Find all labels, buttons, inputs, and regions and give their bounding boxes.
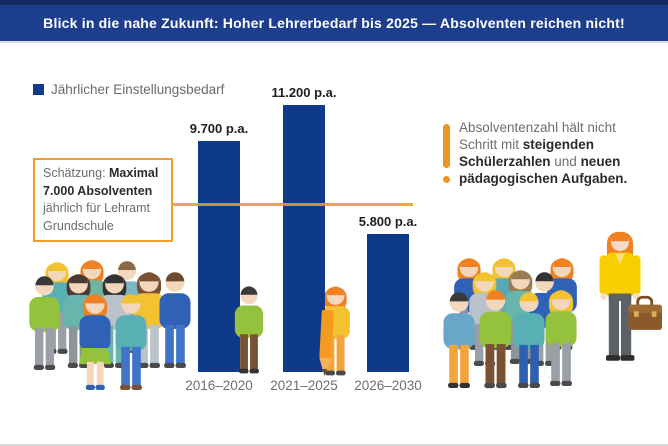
header-title: Blick in die nahe Zukunft: Hoher Lehrerb… bbox=[43, 15, 625, 31]
reference-line bbox=[170, 203, 413, 206]
estimate-box: Schätzung: Maximal 7.000 Absolventen jährl… bbox=[33, 158, 173, 242]
bar-2016–2020 bbox=[198, 141, 240, 372]
person-illustration bbox=[545, 290, 577, 387]
header-underline bbox=[0, 41, 668, 43]
person-illustration bbox=[29, 276, 60, 370]
person-illustration bbox=[443, 292, 475, 389]
bar-category-label: 2021–2025 bbox=[270, 378, 338, 393]
bar-category-label: 2016–2020 bbox=[185, 378, 253, 393]
person-illustration bbox=[78, 294, 112, 391]
legend: Jährlicher Einstellungsbedarf bbox=[33, 82, 224, 97]
bar-value-label: 5.800 p.a. bbox=[358, 214, 418, 229]
legend-swatch-icon bbox=[33, 84, 44, 95]
person-illustration bbox=[115, 294, 147, 391]
exclamation-icon bbox=[443, 124, 450, 168]
estimate-box-text: Schätzung: Maximal 7.000 Absolventen jährl… bbox=[43, 166, 159, 233]
person-illustration bbox=[479, 290, 512, 389]
annotation-text: Absolventenzahl hält nicht Schritt mit st… bbox=[459, 120, 628, 186]
bar-category-label: 2026–2030 bbox=[354, 378, 422, 393]
person-illustration bbox=[159, 272, 191, 369]
bar-2021–2025 bbox=[283, 105, 325, 372]
header-banner: Blick in die nahe Zukunft: Hoher Lehrerb… bbox=[0, 0, 668, 41]
bar-value-label: 9.700 p.a. bbox=[189, 121, 249, 136]
bar-value-label: 11.200 p.a. bbox=[271, 85, 337, 100]
bottom-border bbox=[0, 444, 668, 446]
person-illustration bbox=[513, 292, 545, 389]
exclamation-dot-icon bbox=[443, 176, 450, 183]
bar-2026–2030 bbox=[367, 234, 409, 372]
legend-label: Jährlicher Einstellungsbedarf bbox=[51, 82, 225, 97]
